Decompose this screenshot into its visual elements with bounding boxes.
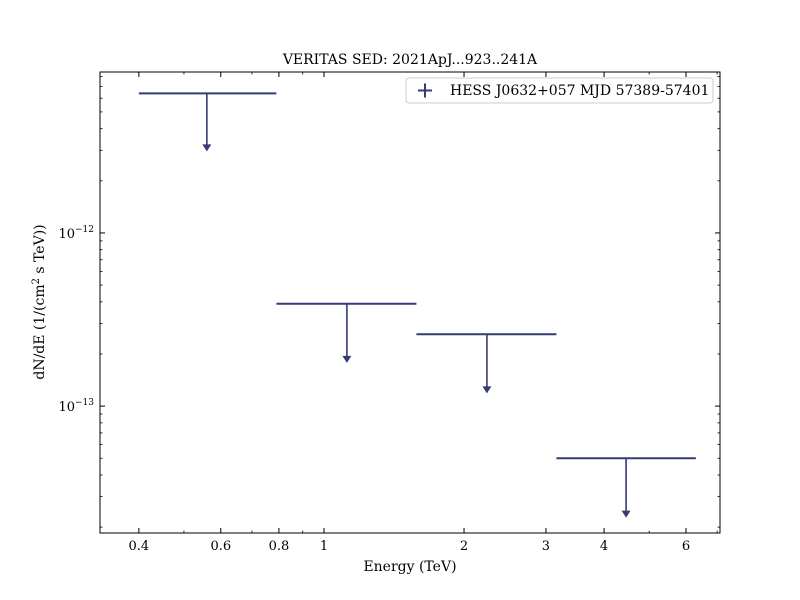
legend: HESS J0632+057 MJD 57389-57401 (405, 77, 714, 104)
y-axis-label-sup: 2 (31, 278, 42, 284)
y-tick-label-1: 10−13 (58, 398, 94, 415)
legend-marker-icon (418, 83, 432, 98)
data-marks (138, 92, 696, 518)
y-tick-label-base: 10 (58, 400, 75, 415)
upper-limit-point-3 (556, 457, 696, 518)
y-tick-label-exp: −13 (75, 398, 94, 408)
y-tick-label-0: 10−12 (58, 225, 94, 242)
y-tick-label-base: 10 (58, 227, 75, 242)
legend-box (405, 77, 714, 104)
upper-limit-point-2 (416, 333, 557, 394)
legend-entry: HESS J0632+057 MJD 57389-57401 (450, 83, 709, 99)
plot-frame (99, 71, 721, 534)
x-tick-label-3: 1 (320, 539, 328, 554)
y-axis-label: dN/dE (1/(cm2 s TeV)) (31, 224, 48, 379)
chart-title: VERITAS SED: 2021ApJ...923..241A (282, 52, 538, 68)
upper-limit-point-0 (138, 92, 277, 152)
upper-limit-arrow-icon (621, 510, 631, 518)
upper-limit-arrow-icon (202, 144, 212, 152)
x-axis-label: Energy (TeV) (363, 559, 456, 575)
x-tick-label-2: 0.8 (269, 539, 290, 554)
x-tick-label-1: 0.6 (210, 539, 231, 554)
upper-limit-arrow-icon (482, 386, 492, 394)
x-tick-label-5: 3 (542, 539, 550, 554)
upper-limit-arrow-icon (342, 355, 352, 363)
x-tick-label-6: 4 (600, 539, 608, 554)
y-axis-label-tail: s TeV)) (32, 224, 48, 278)
x-tick-label-0: 0.4 (129, 539, 150, 554)
upper-limit-point-1 (276, 302, 417, 363)
y-tick-label-exp: −12 (75, 225, 94, 235)
y-axis-label-main: dN/dE (1/(cm (32, 284, 48, 379)
x-tick-label-4: 2 (460, 539, 468, 554)
x-tick-label-7: 6 (682, 539, 690, 554)
